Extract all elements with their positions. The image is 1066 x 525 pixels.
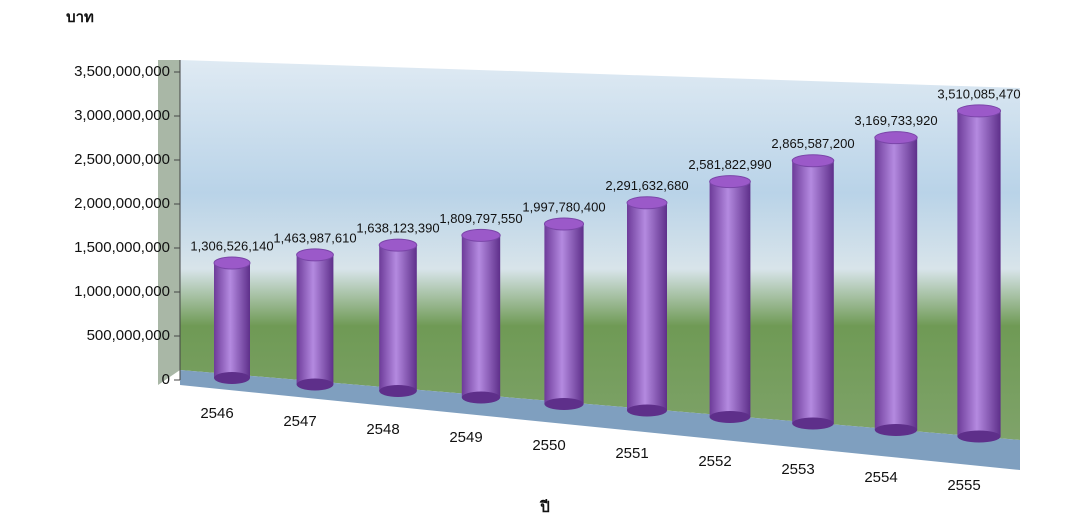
y-tick-label: 1,500,000,000 [74,239,170,256]
bar-bottom [461,391,501,404]
y-tick-label: 1,000,000,000 [74,283,170,300]
bar-body [379,245,417,391]
value-label: 3,510,085,470 [937,86,1020,101]
value-label: 2,291,632,680 [605,178,688,193]
x-tick-label: 2554 [864,469,897,486]
bar-top [296,248,334,262]
bar-top [956,104,1002,118]
bar-bottom [957,430,1001,443]
bar [296,248,334,391]
bar [874,131,918,436]
x-tick-label: 2548 [366,421,399,438]
bar-top [874,131,918,145]
x-tick-label: 2547 [283,413,316,430]
bar-top [791,154,835,168]
bar-bottom [709,411,751,423]
bar-body [874,137,918,431]
bar-body [296,254,334,385]
bar [213,256,251,384]
x-tick-label: 2546 [200,405,233,422]
bar-top [709,175,751,189]
bar-body [627,202,667,411]
bar-body [792,160,834,424]
bar [543,217,585,410]
y-tick-label: 2,500,000,000 [74,151,170,168]
y-tick-label: 2,000,000,000 [74,195,170,212]
bar-body [709,181,751,417]
bar [626,196,668,417]
bar-bottom [214,372,250,384]
bar [956,104,1002,443]
bar-top [626,196,668,210]
bar-body [214,263,250,378]
bar-bottom [544,398,584,410]
x-tick-label: 2555 [947,477,980,494]
y-axis-title: บาท [66,9,94,26]
value-label: 3,169,733,920 [854,113,937,128]
x-tick-label: 2553 [781,461,814,478]
value-label: 1,306,526,140 [190,238,273,253]
value-label: 1,463,987,610 [273,230,356,245]
bar-bottom [627,404,667,417]
x-tick-label: 2552 [698,453,731,470]
x-tick-label: 2549 [449,429,482,446]
y-tick-label: 500,000,000 [87,327,170,344]
x-tick-label: 2551 [615,445,648,462]
bar-top [213,256,251,270]
bar [461,228,501,404]
x-axis-title: ปี [539,499,549,516]
bar-top [378,238,418,252]
bar-body [544,223,584,404]
x-tick-label: 2550 [532,437,565,454]
bar-bottom [296,378,334,391]
bar-body [461,235,501,398]
value-label: 1,809,797,550 [439,211,522,226]
y-tick-label: 0 [162,371,170,388]
bar [709,175,751,423]
bar-top [461,228,501,242]
value-label: 1,997,780,400 [522,199,605,214]
bar-bottom [379,385,417,397]
bar-bottom [792,417,834,430]
bar-top [543,217,585,231]
bar-bottom [874,424,918,436]
bar [378,238,418,397]
bar-body [957,110,1001,437]
y-tick-label: 3,500,000,000 [74,63,170,80]
side-wall [158,60,180,385]
y-tick-label: 3,000,000,000 [74,107,170,124]
value-label: 2,581,822,990 [688,157,771,172]
value-label: 2,865,587,200 [771,136,854,151]
value-label: 1,638,123,390 [356,221,439,236]
bar [791,154,835,430]
